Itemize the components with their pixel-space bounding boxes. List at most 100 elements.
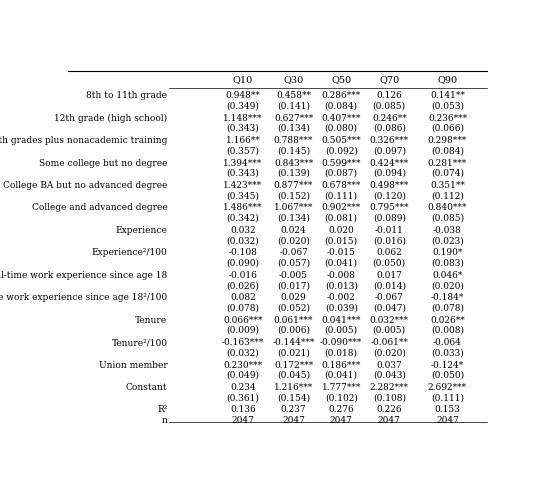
Text: (0.342): (0.342) [227,213,259,222]
Text: -0.038: -0.038 [433,226,462,234]
Text: (0.041): (0.041) [325,258,358,267]
Text: 0.788***: 0.788*** [274,136,313,145]
Text: Q30: Q30 [283,75,304,84]
Text: 12th grade (high school): 12th grade (high school) [54,113,168,122]
Text: (0.021): (0.021) [277,348,310,357]
Text: 1.067***: 1.067*** [274,203,313,212]
Text: (0.085): (0.085) [431,213,464,222]
Text: (0.057): (0.057) [277,258,310,267]
Text: (0.345): (0.345) [226,191,259,200]
Text: 0.029: 0.029 [281,293,306,302]
Text: (0.154): (0.154) [277,393,310,402]
Text: -0.015: -0.015 [327,248,356,257]
Text: (0.094): (0.094) [373,168,406,177]
Text: 8th to 11th grade: 8th to 11th grade [86,91,168,100]
Text: (0.043): (0.043) [373,370,406,379]
Text: 0.498***: 0.498*** [369,181,409,190]
Text: (0.081): (0.081) [325,213,358,222]
Text: 0.424***: 0.424*** [369,158,409,167]
Text: -0.163***: -0.163*** [222,338,264,347]
Text: -0.090***: -0.090*** [320,338,362,347]
Text: (0.141): (0.141) [277,101,310,110]
Text: 1.486***: 1.486*** [223,203,263,212]
Text: -0.144***: -0.144*** [273,338,315,347]
Text: 1.777***: 1.777*** [322,382,361,392]
Text: (0.112): (0.112) [431,191,464,200]
Text: Full-time work experience since age 18: Full-time work experience since age 18 [0,271,168,279]
Text: 1.166**: 1.166** [226,136,261,145]
Text: n: n [162,415,168,424]
Text: (0.108): (0.108) [373,393,406,402]
Text: College and advanced degree: College and advanced degree [32,203,168,212]
Text: 0.230***: 0.230*** [224,360,263,369]
Text: 0.298***: 0.298*** [428,136,467,145]
Text: (0.080): (0.080) [325,123,358,133]
Text: 0.281***: 0.281*** [428,158,467,167]
Text: 0.234: 0.234 [230,382,256,392]
Text: (0.078): (0.078) [226,303,259,312]
Text: (0.066): (0.066) [431,123,464,133]
Text: 2.692***: 2.692*** [428,382,467,392]
Text: (0.009): (0.009) [226,325,259,334]
Text: Constant: Constant [126,382,168,392]
Text: 0.286***: 0.286*** [322,91,361,100]
Text: (0.039): (0.039) [325,303,357,312]
Text: 0.024: 0.024 [281,226,306,234]
Text: College BA but no advanced degree: College BA but no advanced degree [3,181,168,190]
Text: (0.343): (0.343) [227,123,259,133]
Text: (0.361): (0.361) [226,393,259,402]
Text: 1.148***: 1.148*** [223,113,263,122]
Text: -0.067: -0.067 [279,248,308,257]
Text: (0.005): (0.005) [325,325,358,334]
Text: 0.505***: 0.505*** [322,136,361,145]
Text: -0.067: -0.067 [375,293,404,302]
Text: (0.050): (0.050) [431,370,464,379]
Text: (0.134): (0.134) [277,213,310,222]
Text: Q70: Q70 [379,75,399,84]
Text: Q90: Q90 [437,75,458,84]
Text: (0.014): (0.014) [373,280,406,289]
Text: (0.049): (0.049) [226,370,259,379]
Text: (0.120): (0.120) [373,191,406,200]
Text: 0.172***: 0.172*** [274,360,313,369]
Text: (0.349): (0.349) [226,101,259,110]
Text: (0.008): (0.008) [431,325,464,334]
Text: (0.152): (0.152) [277,191,310,200]
Text: (0.006): (0.006) [277,325,310,334]
Text: -0.064: -0.064 [433,338,462,347]
Text: 0.082: 0.082 [230,293,256,302]
Text: 0.276: 0.276 [329,404,354,413]
Text: (0.015): (0.015) [325,236,358,244]
Text: 0.026**: 0.026** [430,315,465,324]
Text: 0.136: 0.136 [230,404,256,413]
Text: (0.089): (0.089) [373,213,406,222]
Text: 0.141**: 0.141** [430,91,465,100]
Text: (0.005): (0.005) [373,325,406,334]
Text: 0.037: 0.037 [376,360,402,369]
Text: (0.053): (0.053) [431,101,464,110]
Text: 2047: 2047 [436,415,459,424]
Text: 2.282***: 2.282*** [370,382,409,392]
Text: -0.008: -0.008 [327,271,356,279]
Text: -0.108: -0.108 [228,248,257,257]
Text: (0.026): (0.026) [226,280,259,289]
Text: (0.085): (0.085) [373,101,406,110]
Text: (0.102): (0.102) [325,393,357,402]
Text: 0.237: 0.237 [281,404,306,413]
Text: 0.599***: 0.599*** [322,158,361,167]
Text: 0.041***: 0.041*** [322,315,361,324]
Text: (0.084): (0.084) [325,101,358,110]
Text: 0.032: 0.032 [230,226,256,234]
Text: (0.084): (0.084) [431,146,464,155]
Text: 0.126: 0.126 [376,91,402,100]
Text: (0.032): (0.032) [227,236,259,244]
Text: 0.032***: 0.032*** [370,315,409,324]
Text: 0.062: 0.062 [376,248,402,257]
Text: Tenure²/100: Tenure²/100 [112,338,168,347]
Text: (0.013): (0.013) [325,280,357,289]
Text: Q50: Q50 [331,75,351,84]
Text: (0.047): (0.047) [373,303,406,312]
Text: Union member: Union member [99,360,168,369]
Text: (0.139): (0.139) [277,168,310,177]
Text: 12th grades plus nonacademic training: 12th grades plus nonacademic training [0,136,168,145]
